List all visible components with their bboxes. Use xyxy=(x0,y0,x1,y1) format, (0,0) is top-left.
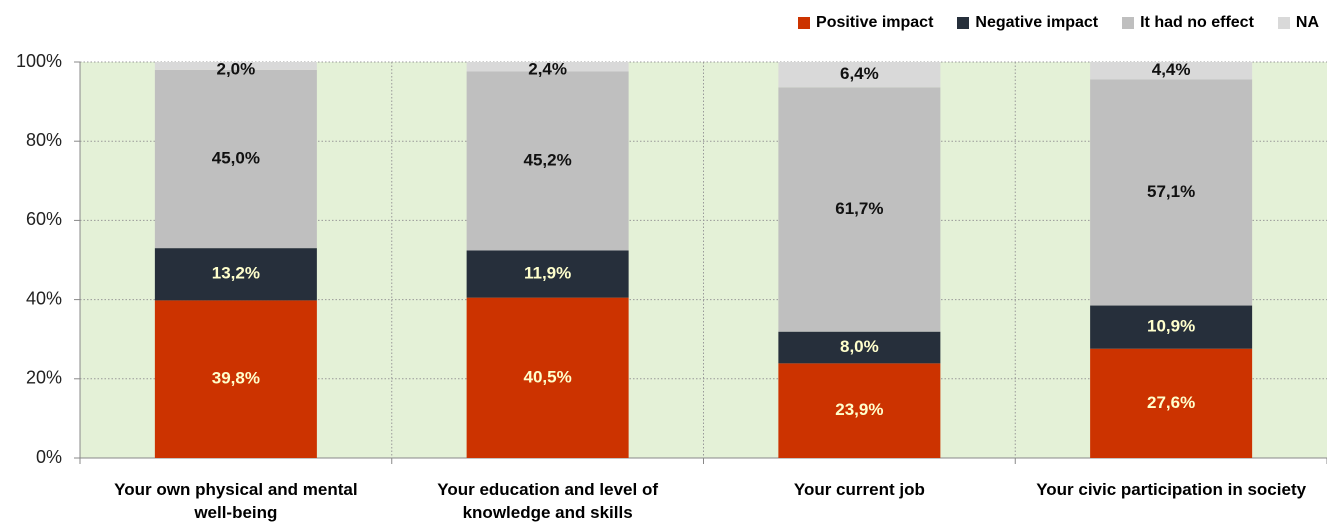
bar-segment xyxy=(778,62,941,88)
data-label: 2,4% xyxy=(528,59,567,78)
x-tick-label: Your civic participation in society xyxy=(1036,480,1307,499)
bar-segment xyxy=(778,331,941,364)
data-label: 39,8% xyxy=(212,369,260,388)
data-label: 6,4% xyxy=(840,64,879,83)
legend-label: Negative impact xyxy=(975,14,1099,31)
data-label: 57,1% xyxy=(1147,182,1195,201)
bar-segment xyxy=(778,363,941,458)
y-tick-label: 40% xyxy=(26,288,62,308)
x-tick-label: Your own physical and mental well-being xyxy=(114,480,358,522)
y-tick-label: 80% xyxy=(26,130,62,150)
y-tick-label: 60% xyxy=(26,209,62,229)
legend-label: Positive impact xyxy=(816,14,934,31)
data-label: 61,7% xyxy=(835,199,883,218)
data-label: 23,9% xyxy=(835,400,883,419)
bar-segment xyxy=(1090,79,1253,306)
data-label: 45,2% xyxy=(524,150,572,169)
data-label: 40,5% xyxy=(524,367,572,386)
legend-item: It had no effect xyxy=(1122,14,1254,32)
data-label: 4,4% xyxy=(1152,60,1191,79)
data-label: 13,2% xyxy=(212,264,260,283)
bar-segment xyxy=(1090,348,1253,458)
bar-segment xyxy=(154,248,317,301)
bar-segment xyxy=(154,62,317,70)
legend-item: Positive impact xyxy=(798,14,933,32)
legend: Positive impact Negative impact It had no … xyxy=(798,14,1319,32)
legend-swatch xyxy=(957,17,970,29)
bar-segment xyxy=(1090,62,1253,80)
legend-swatch xyxy=(798,17,811,29)
y-tick-label: 100% xyxy=(16,51,62,71)
legend-swatch xyxy=(1277,17,1290,29)
data-label: 27,6% xyxy=(1147,393,1195,412)
legend-item: NA xyxy=(1277,14,1319,32)
bar-segment xyxy=(466,62,629,72)
bar-segment xyxy=(154,69,317,249)
bar-segment xyxy=(1090,305,1253,349)
bar-segment xyxy=(466,250,629,298)
legend-label: It had no effect xyxy=(1140,14,1254,31)
bar-segment xyxy=(466,71,629,251)
y-tick-label: 20% xyxy=(26,368,62,388)
legend-swatch xyxy=(1122,17,1135,29)
y-tick-label: 0% xyxy=(36,447,62,467)
bar-segment xyxy=(154,300,317,458)
data-label: 11,9% xyxy=(524,264,571,283)
x-tick-label: Your current job xyxy=(793,480,925,499)
data-label: 45,0% xyxy=(212,149,260,168)
bar-segment xyxy=(778,87,941,332)
bar-segment xyxy=(466,297,629,458)
data-label: 10,9% xyxy=(1147,317,1195,336)
data-label: 8,0% xyxy=(840,337,879,356)
legend-label: NA xyxy=(1295,14,1319,31)
x-tick-label: Your education and level of knowledge an… xyxy=(437,480,658,522)
legend-item: Negative impact xyxy=(957,14,1098,32)
data-label: 2,0% xyxy=(217,59,256,78)
